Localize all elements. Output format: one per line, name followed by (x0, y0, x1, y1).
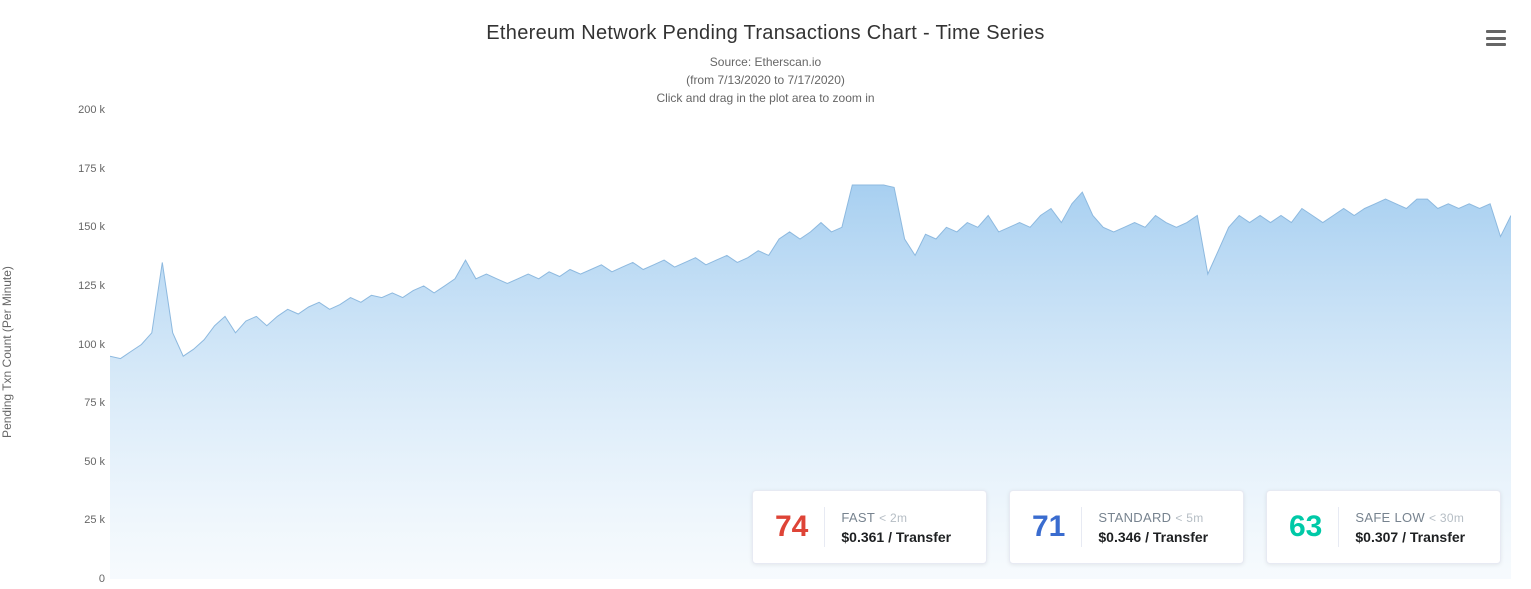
gas-value: 71 (1032, 512, 1065, 542)
divider (1338, 507, 1339, 547)
y-tick-label: 125 k (65, 280, 105, 292)
hint-line: Click and drag in the plot area to zoom … (0, 89, 1531, 107)
gas-value: 74 (775, 512, 808, 542)
gas-label: STANDARD< 5m (1098, 510, 1208, 525)
gas-label: SAFE LOW< 30m (1355, 510, 1465, 525)
gas-label: FAST< 2m (841, 510, 951, 525)
gas-price: $0.361 / Transfer (841, 529, 951, 545)
gas-value: 63 (1289, 512, 1322, 542)
card-body: STANDARD< 5m $0.346 / Transfer (1098, 510, 1208, 545)
gas-price: $0.307 / Transfer (1355, 529, 1465, 545)
gas-card-safe-low[interactable]: 63 SAFE LOW< 30m $0.307 / Transfer (1266, 490, 1501, 564)
y-tick-label: 75 k (65, 397, 105, 409)
y-axis-title: Pending Txn Count (Per Minute) (0, 266, 14, 438)
divider (824, 507, 825, 547)
source-line: Source: Etherscan.io (0, 53, 1531, 71)
y-tick-label: 0 (65, 573, 105, 585)
gas-card-fast[interactable]: 74 FAST< 2m $0.361 / Transfer (752, 490, 987, 564)
y-tick-label: 175 k (65, 163, 105, 175)
range-line: (from 7/13/2020 to 7/17/2020) (0, 71, 1531, 89)
divider (1081, 507, 1082, 547)
y-tick-label: 200 k (65, 104, 105, 116)
hamburger-menu-icon[interactable] (1486, 30, 1506, 46)
chart-subtitle: Source: Etherscan.io (from 7/13/2020 to … (0, 53, 1531, 107)
y-tick-label: 100 k (65, 339, 105, 351)
y-axis-labels: 025 k50 k75 k100 k125 k150 k175 k200 k (65, 110, 105, 579)
gas-price: $0.346 / Transfer (1098, 529, 1208, 545)
card-body: SAFE LOW< 30m $0.307 / Transfer (1355, 510, 1465, 545)
gas-card-standard[interactable]: 71 STANDARD< 5m $0.346 / Transfer (1009, 490, 1244, 564)
card-body: FAST< 2m $0.361 / Transfer (841, 510, 951, 545)
gas-cards: 74 FAST< 2m $0.361 / Transfer 71 STANDARD< 5… (752, 490, 1501, 564)
y-tick-label: 50 k (65, 456, 105, 468)
y-tick-label: 25 k (65, 514, 105, 526)
chart-header: Ethereum Network Pending Transactions Ch… (0, 0, 1531, 107)
y-tick-label: 150 k (65, 221, 105, 233)
chart-title: Ethereum Network Pending Transactions Ch… (0, 22, 1531, 45)
